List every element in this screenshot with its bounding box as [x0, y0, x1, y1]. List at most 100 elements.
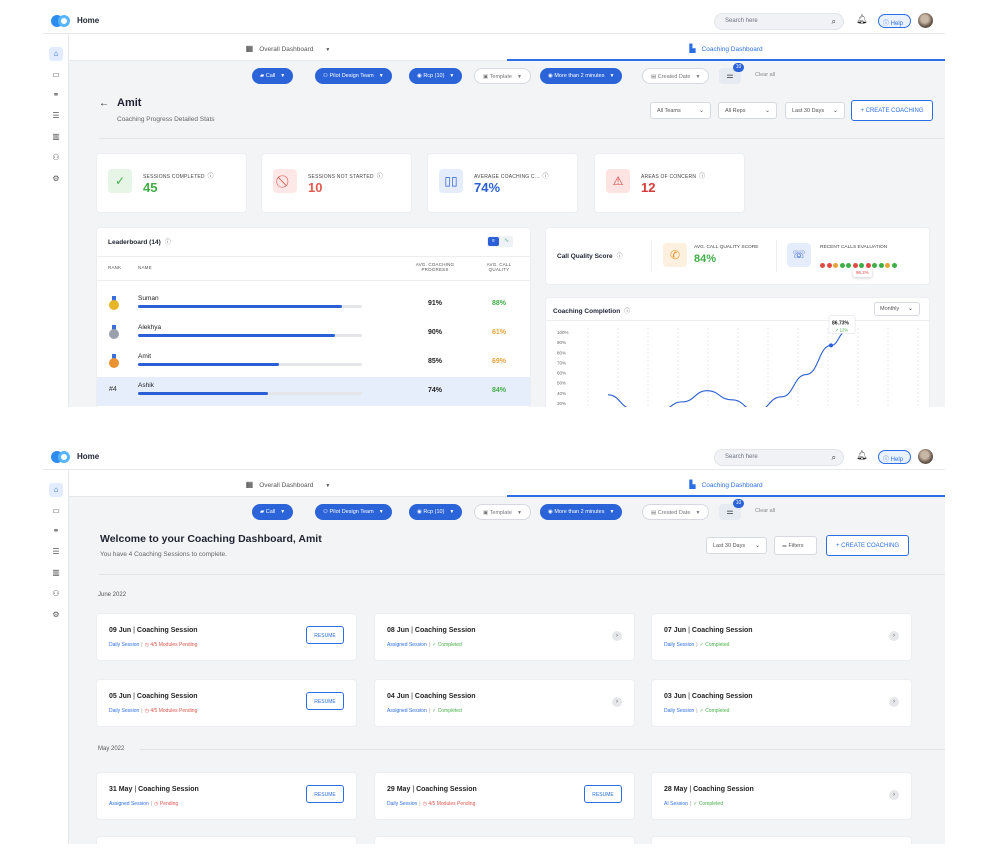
call-evaluation-dot[interactable] [865, 263, 871, 268]
period-dropdown[interactable]: Last 30 Days ⌄ [706, 537, 767, 554]
chevron-right-icon[interactable]: › [889, 697, 899, 707]
help-button[interactable]: ⓘ Help [878, 450, 911, 464]
home-icon[interactable]: ⌂ [49, 47, 63, 61]
info-icon[interactable]: ⓘ [542, 174, 549, 180]
call-evaluation-dot[interactable] [839, 263, 845, 268]
session-card[interactable] [97, 837, 356, 844]
bell-icon[interactable]: 🔔︎ [856, 14, 868, 24]
chat-icon[interactable]: ▭ [52, 70, 60, 79]
call-evaluation-dot[interactable] [859, 263, 864, 268]
session-card[interactable] [375, 837, 634, 844]
users-icon[interactable]: ⚇ [52, 589, 60, 598]
app-logo-icon[interactable] [51, 451, 70, 463]
settings-icon[interactable]: ⚙ [52, 174, 60, 183]
session-card[interactable] [652, 837, 911, 844]
info-icon[interactable]: ⓘ [164, 240, 171, 246]
coaching-icon[interactable]: ☰ [52, 547, 60, 556]
call-evaluation-dot[interactable] [826, 263, 832, 268]
avatar[interactable] [918, 449, 933, 464]
team-filter[interactable]: ⚇ Pilot Design Team ▼ [315, 504, 392, 520]
settings-icon[interactable]: ⚙ [52, 610, 60, 619]
reps-dropdown[interactable]: All Reps ⌄ [718, 102, 777, 119]
network-icon[interactable]: ⚭ [52, 90, 60, 99]
call-evaluation-dot[interactable] [878, 263, 884, 268]
info-icon[interactable]: ⓘ [616, 254, 623, 260]
info-icon[interactable]: ⓘ [376, 174, 383, 180]
clear-all-link[interactable]: Clear all [755, 508, 776, 514]
session-card[interactable]: 07 Jun | Coaching Session Daily Session |… [652, 614, 911, 660]
call-filter[interactable]: ▰ Call ▼ [252, 68, 294, 84]
back-arrow-icon[interactable]: ← [99, 98, 109, 109]
info-icon[interactable]: ⓘ [207, 174, 214, 180]
chat-icon[interactable]: ▭ [52, 506, 60, 515]
session-card[interactable]: 31 May | Coaching Session Assigned Sessi… [97, 773, 356, 819]
period-select[interactable]: Monthly ⌄ [874, 302, 920, 316]
call-evaluation-dot[interactable] [820, 263, 825, 268]
leaderboard-row[interactable]: Alekhya 90% 61% [97, 319, 530, 348]
period-dropdown[interactable]: Last 30 Days ⌄ [785, 102, 845, 119]
app-logo-icon[interactable] [51, 15, 70, 27]
home-icon[interactable]: ⌂ [49, 483, 63, 497]
chevron-right-icon[interactable]: › [612, 697, 622, 707]
session-card[interactable]: 09 Jun | Coaching Session Daily Session |… [97, 614, 356, 660]
resume-button[interactable]: RESUME [306, 692, 344, 710]
bell-icon[interactable]: 🔔︎ [856, 450, 868, 460]
filters-button[interactable]: ⚌ Filters [774, 536, 817, 555]
users-icon[interactable]: ⚇ [52, 153, 60, 162]
info-icon[interactable]: ⓘ [699, 174, 706, 180]
leaderboard-row[interactable]: Suman 91% 88% [97, 290, 530, 319]
tab-coaching-dashboard[interactable]: ▙ Coaching Dashboard [507, 34, 945, 61]
network-icon[interactable]: ⚭ [52, 526, 60, 535]
leaderboard-row[interactable]: Amit 85% 69% [97, 348, 530, 377]
filter-sliders-icon[interactable]: ⚌ [719, 68, 741, 84]
chevron-right-icon[interactable]: › [889, 631, 899, 641]
search-input[interactable]: Search here ⌕ [714, 449, 844, 466]
created-date-filter[interactable]: ▤ Created Date ▼ [642, 504, 710, 520]
teams-dropdown[interactable]: All Teams ⌄ [650, 102, 711, 119]
session-card[interactable]: 05 Jun | Coaching Session Daily Session |… [97, 680, 356, 726]
call-evaluation-dot[interactable] [833, 263, 838, 268]
tab-overall-dashboard[interactable]: ▦ Overall Dashboard ▼ [69, 470, 507, 497]
rep-filter[interactable]: ◉ Rcp (10) ▼ [409, 68, 463, 84]
call-evaluation-dot[interactable] [852, 263, 858, 268]
chart-view-icon[interactable]: ∿ [503, 238, 510, 244]
session-card[interactable]: 03 Jun | Coaching Session Daily Session |… [652, 680, 911, 726]
session-card[interactable]: 04 Jun | Coaching Session Assigned Sessi… [375, 680, 634, 726]
call-evaluation-dot[interactable] [885, 263, 890, 268]
call-evaluation-dot[interactable] [891, 263, 897, 268]
coaching-icon[interactable]: ☰ [52, 111, 60, 120]
tab-coaching-dashboard[interactable]: ▙ Coaching Dashboard [507, 470, 945, 497]
rep-filter[interactable]: ◉ Rcp (10) ▼ [409, 504, 463, 520]
search-icon[interactable]: ⌕ [831, 453, 836, 462]
avatar[interactable] [918, 13, 933, 28]
library-icon[interactable]: ▥ [52, 568, 60, 577]
duration-filter[interactable]: ◉ More than 2 minutes ▼ [540, 68, 623, 84]
leaderboard-row[interactable]: #4 Ashik 74% 84% [97, 377, 530, 406]
highlight-point[interactable] [829, 343, 833, 348]
duration-filter[interactable]: ◉ More than 2 minutes ▼ [540, 504, 623, 520]
search-icon[interactable]: ⌕ [831, 17, 836, 26]
team-filter[interactable]: ⚇ Pilot Design Team ▼ [315, 68, 392, 84]
resume-button[interactable]: RESUME [584, 785, 622, 803]
help-button[interactable]: ⓘ Help [878, 14, 911, 28]
call-evaluation-dot[interactable] [846, 263, 851, 268]
template-filter[interactable]: ▣ Template ▼ [474, 504, 531, 520]
resume-button[interactable]: RESUME [306, 626, 344, 644]
info-icon[interactable]: ⓘ [624, 309, 631, 315]
create-coaching-button[interactable]: + CREATE COACHING [826, 535, 909, 556]
view-toggle[interactable]: ≡ ∿ [487, 236, 513, 247]
resume-button[interactable]: RESUME [306, 785, 344, 803]
library-icon[interactable]: ▥ [52, 132, 60, 141]
call-evaluation-dot[interactable] [872, 263, 877, 268]
call-filter[interactable]: ▰ Call ▼ [252, 504, 294, 520]
chevron-right-icon[interactable]: › [612, 631, 622, 641]
create-coaching-button[interactable]: + CREATE COACHING [851, 100, 933, 121]
list-view-icon[interactable]: ≡ [488, 237, 499, 246]
filter-sliders-icon[interactable]: ⚌ [719, 504, 741, 520]
session-card[interactable]: 28 May | Coaching Session AI Session | ✓ C… [652, 773, 911, 819]
search-input[interactable]: Search here ⌕ [714, 13, 844, 30]
created-date-filter[interactable]: ▤ Created Date ▼ [642, 68, 710, 84]
session-card[interactable]: 08 Jun | Coaching Session Assigned Sessi… [375, 614, 634, 660]
template-filter[interactable]: ▣ Template ▼ [474, 68, 531, 84]
clear-all-link[interactable]: Clear all [755, 72, 776, 78]
